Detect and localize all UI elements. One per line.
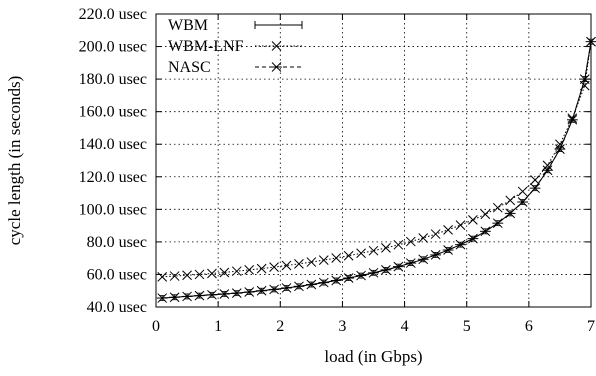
x-tick-label: 6 xyxy=(525,318,533,335)
data-point-x xyxy=(271,41,282,51)
y-tick-label: 120.0 usec xyxy=(79,169,147,186)
x-tick-label: 4 xyxy=(401,318,409,335)
y-tick-label: 40.0 usec xyxy=(87,299,147,316)
data-point-x xyxy=(169,271,180,281)
x-tick-label: 3 xyxy=(338,318,346,335)
data-point-x xyxy=(405,236,416,247)
data-point-x xyxy=(182,270,192,281)
legend-label: NASC xyxy=(168,59,211,76)
data-point-x xyxy=(281,260,292,271)
data-point-x xyxy=(430,229,441,239)
data-point-x xyxy=(256,263,267,274)
series-nasc xyxy=(156,36,596,303)
data-point-x xyxy=(294,259,304,269)
series-wbm-lnf xyxy=(157,36,596,282)
data-point-x xyxy=(356,248,366,259)
data-point-x xyxy=(157,272,168,282)
series-line xyxy=(162,41,592,299)
x-tick-label: 5 xyxy=(463,318,471,335)
data-point-x xyxy=(318,255,329,265)
legend-item: WBM-LNF xyxy=(168,38,302,55)
y-tick-label: 180.0 usec xyxy=(79,71,147,88)
series-group xyxy=(156,36,596,303)
legend-label: WBM xyxy=(168,17,208,34)
data-point-x xyxy=(455,220,466,230)
data-point-x xyxy=(480,209,491,220)
data-point-x xyxy=(306,257,317,267)
grid xyxy=(156,14,591,307)
series-line xyxy=(162,41,592,299)
y-tick-label: 220.0 usec xyxy=(79,6,147,23)
legend-item: NASC xyxy=(168,59,302,76)
data-point-x xyxy=(244,265,255,275)
y-tick-label: 160.0 usec xyxy=(79,104,147,121)
data-point-x xyxy=(418,233,429,243)
data-point-x xyxy=(517,186,528,197)
data-point-x xyxy=(368,245,379,256)
data-point-x xyxy=(343,250,354,261)
axis-ticks: 0 1 2 3 4 5 6 7 40.0 usec 60.0 usec 80.0 usec 100.0… xyxy=(79,6,595,335)
data-point-x xyxy=(331,253,342,263)
data-point-x xyxy=(194,269,205,280)
x-tick-label: 7 xyxy=(587,318,595,335)
data-point-x xyxy=(443,224,453,235)
x-tick-label: 1 xyxy=(214,318,222,335)
plot-frame xyxy=(155,13,592,308)
data-point-x xyxy=(542,160,553,171)
y-tick-label: 140.0 usec xyxy=(79,136,147,153)
y-tick-label: 60.0 usec xyxy=(87,266,147,283)
x-tick-label: 2 xyxy=(276,318,284,335)
data-point-x xyxy=(269,262,279,272)
y-tick-label: 100.0 usec xyxy=(79,201,147,218)
legend-label: WBM-LNF xyxy=(168,38,244,55)
data-point-x xyxy=(231,266,242,277)
data-point-x xyxy=(207,268,217,279)
y-axis-title: cycle length (in seconds) xyxy=(5,76,24,245)
data-point-x xyxy=(530,175,540,185)
data-point-x xyxy=(505,195,516,206)
data-point-x xyxy=(555,139,565,150)
data-point-x xyxy=(393,239,404,250)
x-tick-label: 0 xyxy=(152,318,160,335)
data-point-x xyxy=(468,215,478,225)
data-point-x xyxy=(381,243,391,253)
x-axis-title: load (in Gbps) xyxy=(324,347,422,366)
data-point-x xyxy=(492,202,503,213)
y-tick-label: 200.0 usec xyxy=(79,39,147,56)
y-tick-label: 80.0 usec xyxy=(87,234,147,251)
data-point-x xyxy=(219,267,230,278)
legend-item: WBM xyxy=(168,17,303,34)
legend: WBM WBM-LNF NASC xyxy=(168,17,303,76)
